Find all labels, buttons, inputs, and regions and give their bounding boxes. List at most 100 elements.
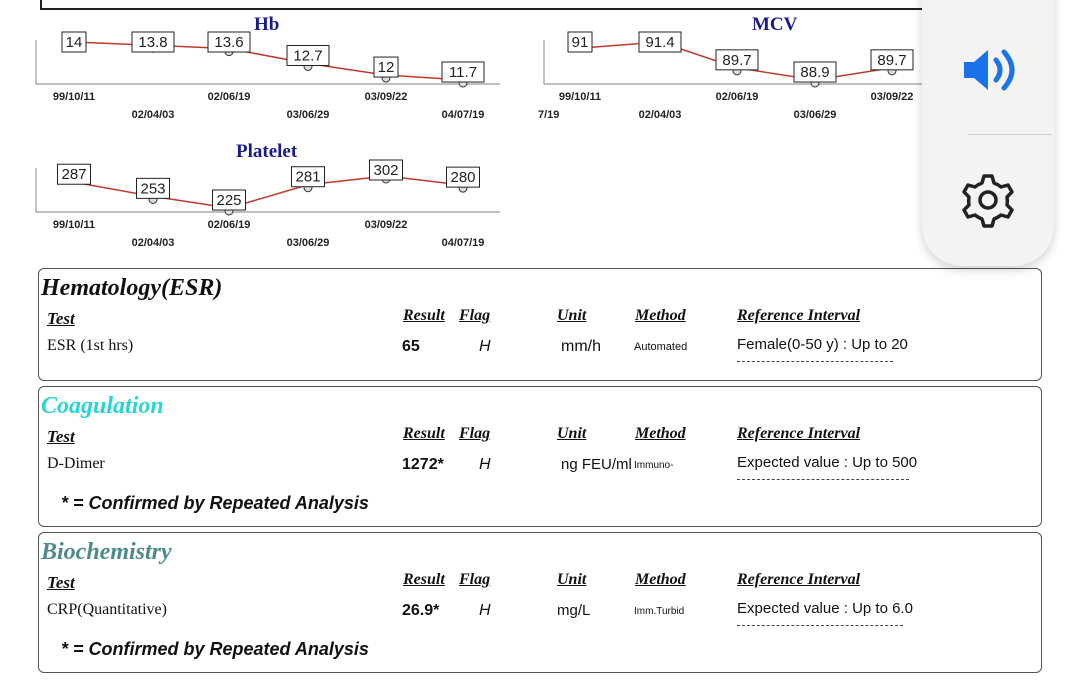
date-label: 02/04/03 [132,237,175,249]
data-label: 253 [140,180,165,197]
date-label: 02/04/03 [639,109,682,121]
date-label: 04/07/19 [442,237,485,249]
test-name: CRP(Quantitative) [47,601,167,618]
unit-value: mg/L [557,602,591,619]
data-label-box [638,31,682,53]
date-label: 99/10/11 [53,91,95,103]
data-label-box [446,166,480,188]
date-label: 99/10/11 [559,91,601,103]
header-method: Method [635,571,686,588]
flag-value: H [479,602,491,619]
unit-value: mm/h [561,338,601,355]
result-value: 65 [402,338,420,355]
flag-value: H [479,338,491,355]
data-label-box [212,189,246,211]
data-label-box [567,31,593,53]
chart-title-platelet: Platelet [236,141,298,162]
reference-underline [737,625,903,626]
header-test: Test [47,573,75,592]
series-line [73,175,464,209]
date-label: 03/09/22 [871,91,914,103]
header-flag: Flag [459,425,491,442]
header-result: Result [403,307,445,324]
section-hematology: Hematology(ESR) Test Result Flag Unit Me… [38,268,1042,381]
date-label: 03/09/22 [365,91,408,103]
data-label: 91.4 [645,34,674,51]
section-title-coagulation: Coagulation [41,393,164,419]
reference-value: Expected value : Up to 6.0 [737,600,913,617]
section-coagulation: Coagulation Test Result Flag Unit Method… [38,386,1042,527]
data-label-box [291,166,325,188]
floating-volume-panel [922,0,1054,266]
test-name: ESR (1st hrs) [47,337,134,354]
date-label: 02/06/19 [716,91,759,103]
data-label: 89.7 [722,52,751,69]
data-label-box [136,177,170,199]
data-label: 14 [66,34,83,51]
chart-mcv: 91 91.4 89.7 88.9 89.7 99/10/11 02/06/19 03/09/… [538,31,928,121]
reference-underline [737,361,893,362]
data-label: 281 [295,169,320,186]
header-reference: Reference Interval [737,571,861,588]
top-frame [40,0,1044,10]
speaker-icon[interactable] [958,40,1018,100]
chart-hb: 14 13.8 13.6 12.7 12 11.7 99/10/11 02/06/19 03/0… [35,31,500,121]
date-label: 03/06/29 [794,109,837,121]
reference-value: Expected value : Up to 500 [737,454,918,471]
reference-value: Female(0-50 y) : Up to 20 [737,336,908,353]
result-value: 1272* [402,456,444,473]
flag-value: H [479,456,491,473]
date-label: 03/06/29 [287,237,330,249]
data-label: 225 [216,192,241,209]
data-label-box [286,44,330,66]
date-label: 99/10/11 [53,219,95,231]
panel-divider [968,134,1052,135]
section-title-biochemistry: Biochemistry [41,539,172,565]
date-label: 02/06/19 [208,91,251,103]
header-test: Test [47,309,75,328]
header-reference: Reference Interval [737,307,861,324]
data-label-box [715,49,759,71]
header-flag: Flag [459,571,491,588]
data-label-box [131,31,175,53]
test-name: D-Dimer [47,455,105,472]
method-value: Imm.Turbid [634,606,685,617]
date-label: 03/09/22 [365,219,408,231]
chart-title-mcv: MCV [752,14,798,35]
header-reference: Reference Interval [737,425,861,442]
data-label: 89.7 [877,52,906,69]
header-test: Test [47,427,75,446]
header-result: Result [403,571,445,588]
date-label: 03/06/29 [287,109,330,121]
method-value: Immuno- [634,460,674,471]
data-label-box [369,159,403,181]
date-label: 04/07/19 [538,109,559,121]
data-label: 280 [450,169,475,186]
confirmed-note: * = Confirmed by Repeated Analysis [61,639,369,659]
chart-title-hb: Hb [254,14,280,35]
header-flag: Flag [459,307,491,324]
data-label-box [61,31,87,53]
data-label: 13.6 [214,34,243,51]
confirmed-note: * = Confirmed by Repeated Analysis [61,493,369,513]
section-biochemistry: Biochemistry Test Result Flag Unit Metho… [38,532,1042,673]
data-label-box [793,61,837,83]
section-title-hematology: Hematology(ESR) [41,275,223,301]
header-method: Method [635,307,686,324]
data-label: 287 [61,166,86,183]
data-label: 12 [378,59,395,76]
gear-icon[interactable] [958,170,1018,230]
data-label: 88.9 [800,64,829,81]
data-label: 302 [373,162,398,179]
data-label: 11.7 [449,64,477,81]
header-unit: Unit [557,571,587,588]
data-label-box [870,49,914,71]
unit-value: ng FEU/ml [561,456,632,473]
header-result: Result [403,425,445,442]
data-label: 12.7 [293,47,322,64]
date-label: 04/07/19 [442,109,485,121]
data-label-box [207,31,251,53]
date-label: 02/04/03 [132,109,175,121]
data-label: 91 [572,34,589,51]
chart-platelet: 287 253 225 281 302 280 99/10/11 02/06/19 03/09/… [35,159,500,249]
